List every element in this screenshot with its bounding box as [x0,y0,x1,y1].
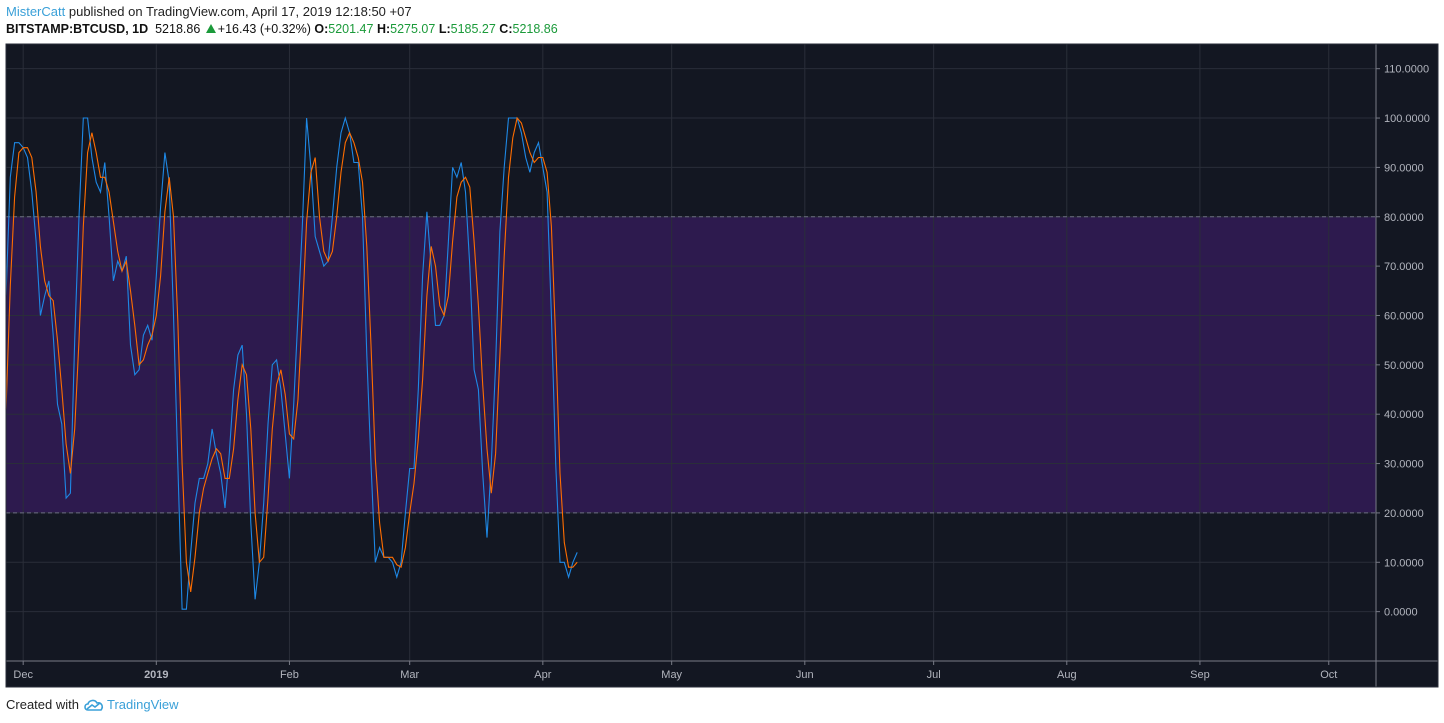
price-change: +16.43 (+0.32%) [217,22,311,36]
x-tick-label: 2019 [144,669,168,681]
x-tick-label: Apr [534,669,551,681]
footer: Created with TradingView [6,697,179,712]
author-link[interactable]: MisterCatt [6,4,66,19]
y-tick-label: 80.0000 [1384,212,1424,224]
x-tick-label: Dec [13,669,33,681]
symbol-info: BITSTAMP:BTCUSD, 1D 5218.86 +16.43 (+0.3… [6,22,558,36]
high-label: H: [376,22,391,36]
x-tick-label: Jul [927,669,941,681]
open-label: O: [314,22,329,36]
high-value: 5275.07 [390,22,436,36]
y-tick-label: 40.0000 [1384,409,1424,421]
x-tick-label: Aug [1057,669,1077,681]
created-with-text: Created with [6,697,79,712]
x-tick-label: Sep [1190,669,1210,681]
low-label: L: [438,22,451,36]
symbol-label: BITSTAMP:BTCUSD, 1D [6,22,149,36]
published-text: published on TradingView.com, April 17, … [68,4,412,19]
close-value: 5218.86 [512,22,558,36]
x-tick-label: May [661,669,682,681]
y-tick-label: 20.0000 [1384,508,1424,520]
y-tick-label: 50.0000 [1384,360,1424,372]
grid-lines [6,44,1376,661]
x-tick-label: Jun [796,669,814,681]
publish-info: MisterCatt published on TradingView.com,… [6,4,412,19]
x-axis-background [6,661,1376,687]
y-tick-label: 70.0000 [1384,261,1424,273]
y-tick-label: 60.0000 [1384,310,1424,322]
k-line-series [5,116,578,610]
x-tick-label: Mar [400,669,419,681]
y-axis-background [1376,44,1438,687]
tradingview-brand[interactable]: TradingView [106,697,179,712]
last-price: 5218.86 [155,22,201,36]
y-tick-label: 0.0000 [1384,607,1418,619]
chart-frame [5,43,1439,688]
tradingview-cloud-icon [84,699,103,711]
d-line-series [5,116,578,592]
y-tick-label: 90.0000 [1384,162,1424,174]
y-tick-label: 30.0000 [1384,459,1424,471]
open-value: 5201.47 [328,22,374,36]
y-tick-label: 100.0000 [1384,113,1430,125]
y-tick-label: 110.0000 [1384,64,1429,76]
x-tick-label: Oct [1320,669,1337,681]
low-value: 5185.27 [450,22,496,36]
close-label: C: [499,22,513,36]
y-tick-label: 10.0000 [1384,557,1424,569]
x-tick-label: Feb [280,669,299,681]
up-arrow-icon [205,24,216,33]
